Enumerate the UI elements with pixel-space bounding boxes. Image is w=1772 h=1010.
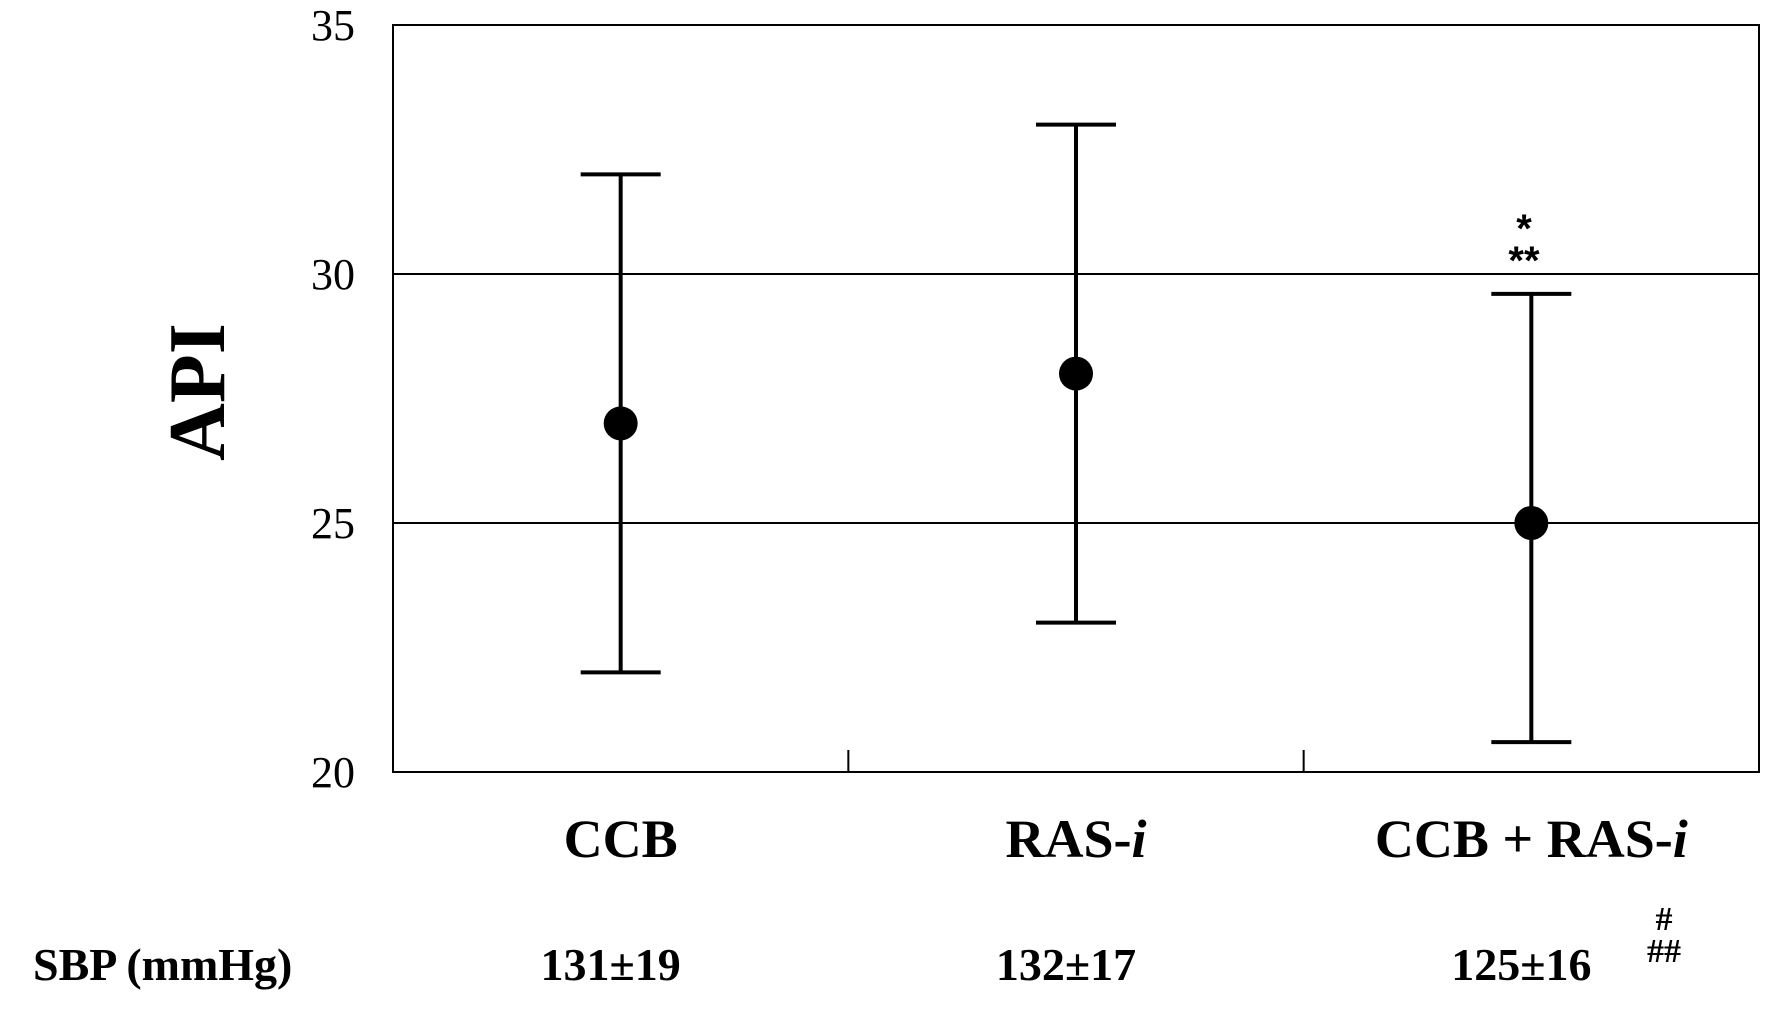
- sbp-hash-bottom: ##: [1647, 933, 1681, 970]
- category-label: RAS-i: [1005, 809, 1146, 869]
- sbp-values: 131±19 132±17 125±16: [541, 939, 1592, 990]
- category-label: CCB: [564, 809, 678, 869]
- y-tick-label: 25: [311, 499, 355, 548]
- significance-star-bottom: **: [1508, 239, 1540, 283]
- x-tick-marks: [847, 750, 1305, 772]
- sbp-value: 132±17: [996, 939, 1136, 990]
- mean-point: [1059, 356, 1093, 391]
- data-marks: [580, 122, 1572, 745]
- sbp-value: 131±19: [541, 939, 681, 990]
- y-tick-label: 35: [311, 1, 355, 50]
- mean-point: [1514, 506, 1549, 540]
- y-tick-label: 30: [311, 250, 355, 299]
- mean-point: [603, 406, 638, 441]
- category-labels: CCB RAS-i CCB + RAS-i: [564, 809, 1688, 869]
- category-label: CCB + RAS-i: [1375, 809, 1688, 869]
- sbp-value: 125±16: [1451, 939, 1591, 990]
- y-tick-label: 20: [311, 748, 355, 797]
- y-axis-label: API: [154, 323, 242, 461]
- sbp-row-label: SBP (mmHg): [33, 939, 292, 990]
- significance-star-top: *: [1516, 207, 1532, 251]
- y-tick-labels: 20 25 30 35: [311, 1, 355, 797]
- sbp-hash-top: #: [1656, 901, 1673, 938]
- plot-frame: [392, 24, 1760, 773]
